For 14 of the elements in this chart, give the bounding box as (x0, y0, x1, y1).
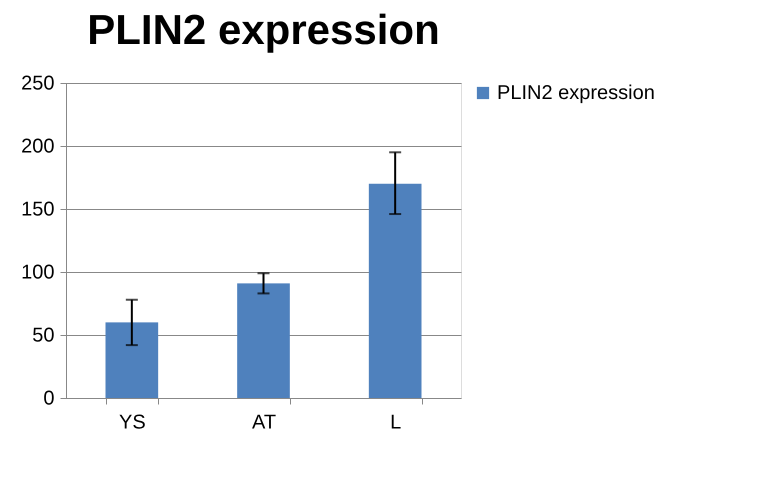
x-tick-label: AT (252, 412, 276, 434)
y-tick-label: 0 (43, 388, 54, 410)
y-tick-label: 100 (21, 262, 54, 284)
y-tick-label: 50 (32, 324, 54, 346)
bar (368, 184, 422, 398)
bar (106, 322, 158, 398)
y-tick-label: 250 (21, 72, 54, 94)
chart-title: PLIN2 expression (87, 6, 440, 53)
x-tick-label: L (390, 412, 402, 434)
bar (237, 283, 290, 398)
x-tick-label: YS (118, 412, 146, 434)
y-tick-label: 200 (21, 136, 54, 158)
y-tick-label: 150 (21, 198, 54, 220)
legend-label: PLIN2 expression (497, 82, 655, 104)
